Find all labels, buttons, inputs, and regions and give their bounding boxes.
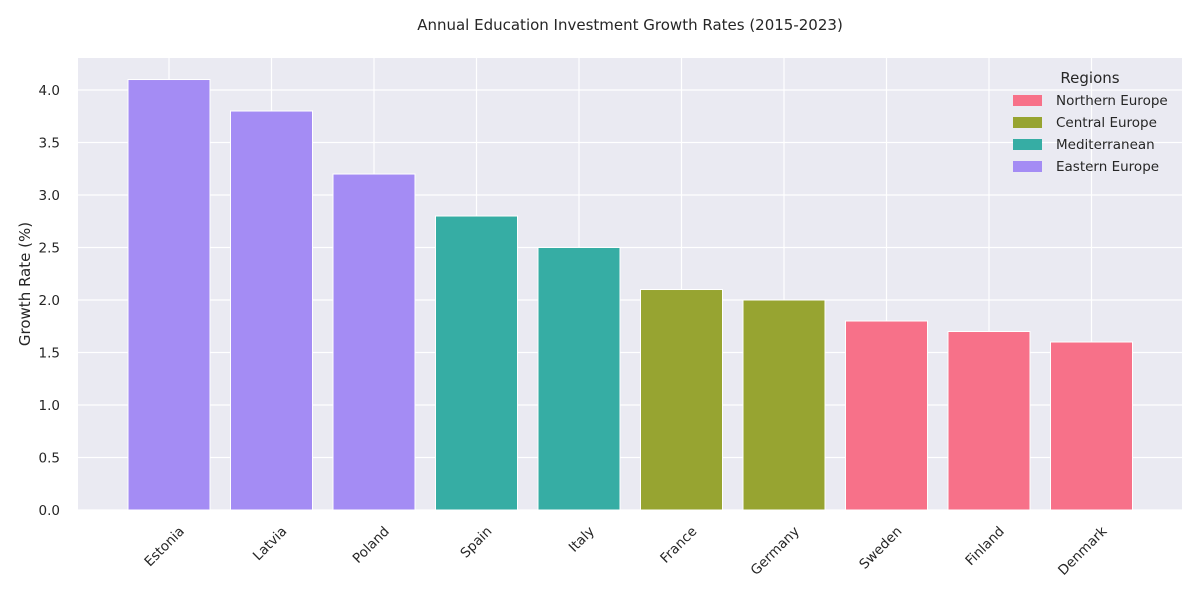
y-tick-label: 2.5 bbox=[39, 241, 60, 257]
legend-swatch bbox=[1013, 117, 1042, 128]
legend-label: Central Europe bbox=[1056, 115, 1157, 131]
x-axis-ticks: Estonia Latvia Poland Spain Italy France Germa… bbox=[141, 523, 1110, 578]
bar-germany bbox=[743, 300, 825, 510]
bar-latvia bbox=[231, 111, 313, 510]
x-tick-label: Latvia bbox=[250, 524, 290, 564]
y-tick-label: 1.0 bbox=[39, 398, 60, 414]
bar-spain bbox=[436, 216, 518, 510]
y-axis-ticks: 0.0 0.5 1.0 1.5 2.0 2.5 3.0 3.5 4.0 bbox=[39, 83, 60, 519]
legend-label: Northern Europe bbox=[1056, 93, 1168, 109]
bar-poland bbox=[333, 174, 415, 510]
bar-finland bbox=[948, 332, 1030, 510]
bar-france bbox=[641, 290, 723, 510]
x-tick-label: Poland bbox=[350, 524, 393, 567]
x-tick-label: Italy bbox=[566, 524, 598, 556]
legend-swatch bbox=[1013, 161, 1042, 172]
chart-title: Annual Education Investment Growth Rates… bbox=[417, 16, 843, 34]
x-tick-label: Finland bbox=[962, 524, 1007, 569]
y-tick-label: 0.0 bbox=[39, 503, 60, 519]
bar-estonia bbox=[128, 80, 210, 510]
x-tick-label: Sweden bbox=[856, 524, 905, 573]
x-tick-label: Denmark bbox=[1055, 523, 1110, 578]
bar-italy bbox=[538, 248, 620, 510]
y-tick-label: 1.5 bbox=[39, 346, 60, 362]
y-tick-label: 0.5 bbox=[39, 451, 60, 467]
bar-denmark bbox=[1051, 342, 1133, 510]
y-tick-label: 3.0 bbox=[39, 188, 60, 204]
legend-swatch bbox=[1013, 139, 1042, 150]
legend-swatch bbox=[1013, 95, 1042, 106]
x-tick-label: Spain bbox=[457, 524, 495, 562]
legend-label: Eastern Europe bbox=[1056, 159, 1159, 175]
legend-title: Regions bbox=[1060, 69, 1119, 87]
x-tick-label: Estonia bbox=[141, 524, 187, 570]
y-tick-label: 2.0 bbox=[39, 293, 60, 309]
legend-label: Mediterranean bbox=[1056, 137, 1155, 153]
y-axis-label: Growth Rate (%) bbox=[16, 222, 34, 346]
y-tick-label: 4.0 bbox=[39, 83, 60, 99]
y-tick-label: 3.5 bbox=[39, 136, 60, 152]
x-tick-label: France bbox=[657, 524, 700, 567]
bar-sweden bbox=[846, 321, 928, 510]
x-tick-label: Germany bbox=[748, 524, 803, 579]
